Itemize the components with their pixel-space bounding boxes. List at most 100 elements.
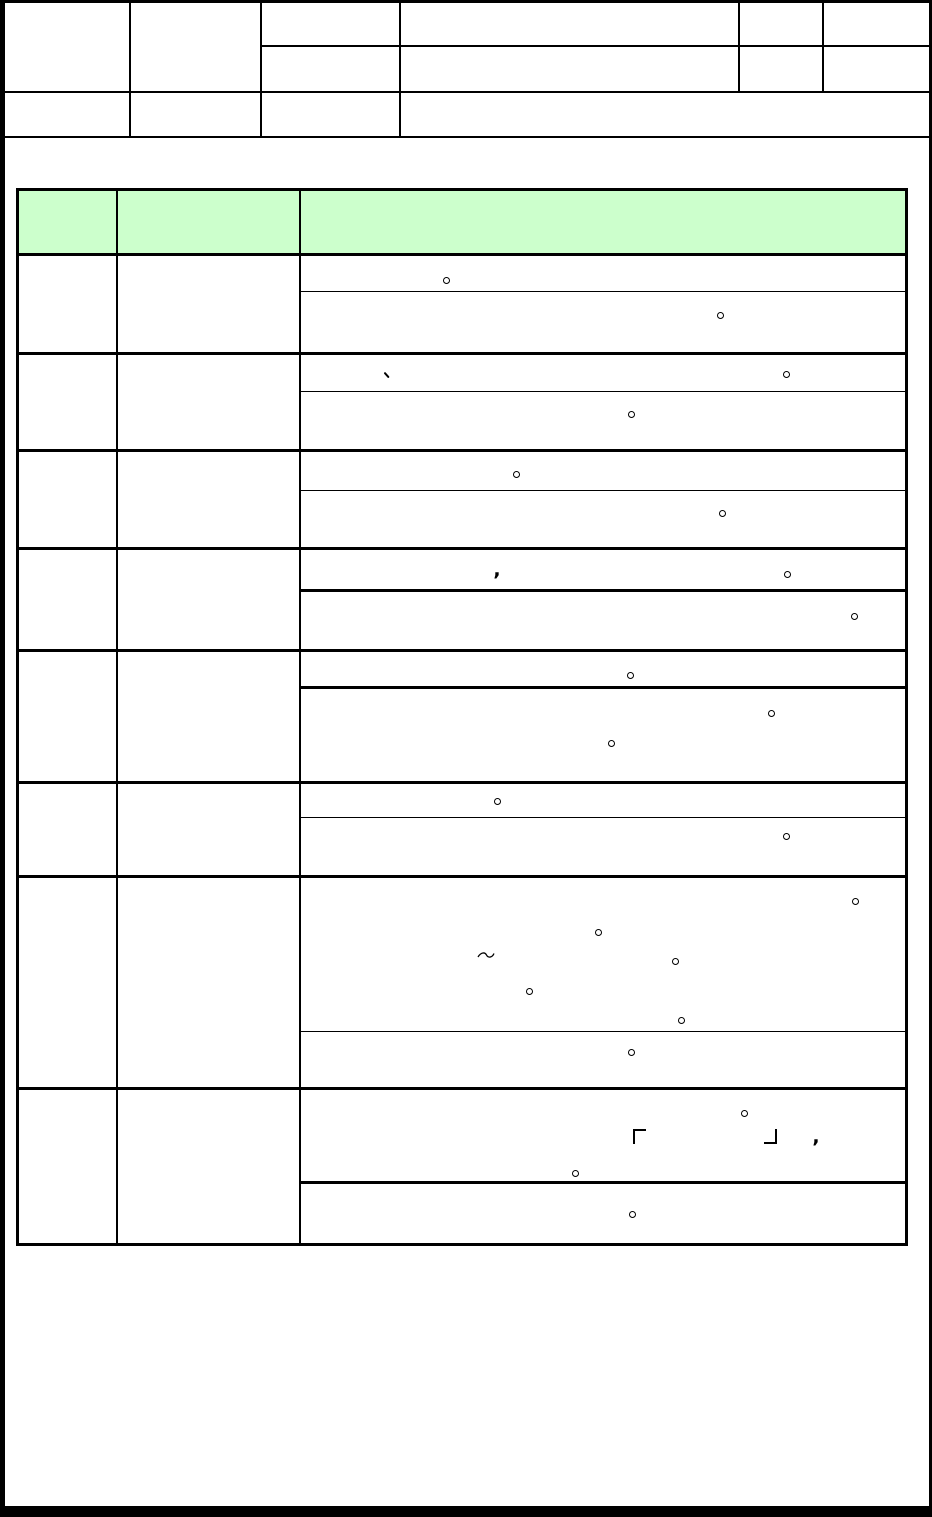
header-cell-a bbox=[5, 3, 131, 93]
row-2-label-cell bbox=[19, 355, 118, 449]
punctuation-mark bbox=[762, 704, 780, 722]
header-table bbox=[5, 3, 929, 138]
header-cell-c2 bbox=[260, 45, 401, 93]
ideographic-full-stop-shape bbox=[850, 612, 858, 620]
row-3-sublabel-cell bbox=[118, 452, 301, 547]
ideographic-full-stop-shape bbox=[740, 1109, 748, 1117]
ideographic-full-stop-shape bbox=[571, 1169, 579, 1177]
ideographic-full-stop-shape bbox=[594, 928, 602, 936]
header-cell-c1 bbox=[260, 3, 401, 47]
table-row-3 bbox=[19, 452, 905, 550]
table-row-5 bbox=[19, 652, 905, 784]
header-cell-2 bbox=[118, 191, 301, 253]
punctuation-mark bbox=[507, 465, 525, 483]
ideographic-full-stop-shape bbox=[767, 709, 775, 717]
punctuation-mark bbox=[621, 666, 639, 684]
punctuation-mark bbox=[520, 982, 538, 1000]
table-row-1 bbox=[19, 256, 905, 355]
header-cell-e2 bbox=[738, 45, 824, 93]
ideographic-comma-shape bbox=[382, 371, 390, 379]
row-4-label-cell bbox=[19, 550, 118, 649]
punctuation-mark bbox=[761, 1127, 779, 1145]
punctuation-mark bbox=[630, 1127, 648, 1145]
ideographic-full-stop-shape bbox=[782, 370, 790, 378]
row-8-section-a: , bbox=[301, 1090, 905, 1181]
header-table-row-1 bbox=[5, 3, 929, 93]
ideographic-full-stop-shape bbox=[677, 1016, 685, 1024]
punctuation-mark bbox=[735, 1104, 753, 1122]
punctuation-mark: , bbox=[488, 560, 506, 583]
ideographic-full-stop-shape bbox=[607, 739, 615, 747]
row-8-label-cell bbox=[19, 1090, 118, 1244]
punctuation-mark bbox=[602, 734, 620, 752]
header-cell-j bbox=[399, 91, 929, 138]
punctuation-mark bbox=[566, 1164, 584, 1182]
punctuation-mark bbox=[778, 565, 796, 583]
punctuation-mark bbox=[846, 892, 864, 910]
punctuation-mark bbox=[711, 306, 729, 324]
punctuation-mark bbox=[713, 504, 731, 522]
ideographic-full-stop-shape bbox=[627, 1048, 635, 1056]
header-cell-i bbox=[260, 91, 401, 138]
punctuation-mark bbox=[672, 1011, 690, 1029]
punctuation-mark bbox=[477, 946, 495, 964]
header-cell-3 bbox=[301, 191, 905, 253]
row-6-section-b bbox=[301, 817, 905, 875]
ideographic-full-stop-shape bbox=[718, 509, 726, 517]
punctuation-mark bbox=[777, 365, 795, 383]
ideographic-full-stop-shape bbox=[493, 797, 501, 805]
row-1-sublabel-cell bbox=[118, 256, 301, 352]
row-4-section-b bbox=[301, 589, 905, 649]
header-cell-h bbox=[129, 91, 262, 138]
ideographic-full-stop-shape bbox=[525, 987, 533, 995]
row-1-section-b bbox=[301, 291, 905, 352]
punctuation-mark: , bbox=[807, 1127, 825, 1150]
punctuation-mark bbox=[437, 271, 455, 289]
row-5-content-cell bbox=[301, 652, 905, 781]
right-corner-bracket-shape bbox=[763, 1128, 777, 1144]
punctuation-mark bbox=[623, 1205, 641, 1223]
punctuation-mark bbox=[622, 405, 640, 423]
punctuation-mark bbox=[622, 1043, 640, 1061]
table-row-2 bbox=[19, 355, 905, 452]
ideographic-full-stop-shape bbox=[783, 570, 791, 578]
row-8-content-cell: , bbox=[301, 1090, 905, 1244]
fullwidth-comma-shape: , bbox=[812, 1125, 820, 1148]
row-8-section-b bbox=[301, 1181, 905, 1244]
row-5-sublabel-cell bbox=[118, 652, 301, 781]
row-4-section-a: , bbox=[301, 550, 905, 589]
punctuation-mark bbox=[377, 366, 395, 384]
row-2-content-cell bbox=[301, 355, 905, 449]
row-6-content-cell bbox=[301, 784, 905, 875]
row-7-section-a bbox=[301, 878, 905, 1031]
table-row-6 bbox=[19, 784, 905, 878]
row-2-sublabel-cell bbox=[118, 355, 301, 449]
header-cell-d2 bbox=[399, 45, 740, 93]
row-6-section-a bbox=[301, 784, 905, 817]
row-7-section-b bbox=[301, 1031, 905, 1087]
table-row-7 bbox=[19, 878, 905, 1090]
punctuation-mark bbox=[777, 827, 795, 845]
main-table-header-row bbox=[19, 191, 905, 256]
ideographic-full-stop-shape bbox=[782, 832, 790, 840]
row-4-sublabel-cell bbox=[118, 550, 301, 649]
punctuation-mark bbox=[488, 792, 506, 810]
row-5-section-a bbox=[301, 652, 905, 686]
header-table-row-3 bbox=[5, 91, 929, 138]
fullwidth-comma-shape: , bbox=[493, 558, 501, 581]
row-7-content-cell bbox=[301, 878, 905, 1087]
header-cell-e1 bbox=[738, 3, 824, 47]
ideographic-full-stop-shape bbox=[512, 470, 520, 478]
header-cell-g bbox=[5, 91, 131, 138]
row-3-section-b bbox=[301, 490, 905, 547]
row-5-label-cell bbox=[19, 652, 118, 781]
left-corner-bracket-shape bbox=[632, 1128, 646, 1144]
row-7-label-cell bbox=[19, 878, 118, 1087]
wave-dash-shape bbox=[477, 951, 495, 958]
row-3-label-cell bbox=[19, 452, 118, 547]
row-4-content-cell: , bbox=[301, 550, 905, 649]
ideographic-full-stop-shape bbox=[627, 410, 635, 418]
row-2-section-b bbox=[301, 391, 905, 449]
ideographic-full-stop-shape bbox=[851, 897, 859, 905]
